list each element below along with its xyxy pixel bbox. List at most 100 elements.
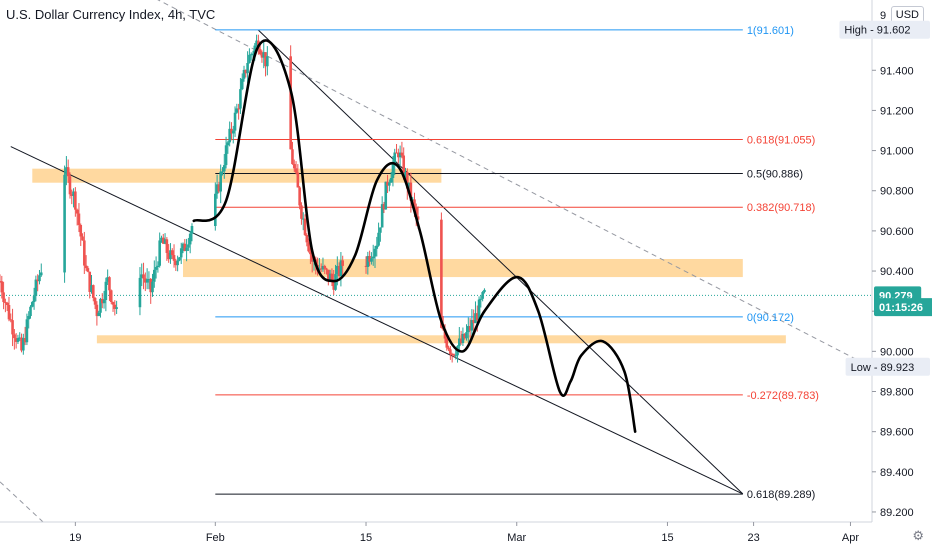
fib-level-label: 0.5(90.886): [747, 168, 803, 180]
candle-body: [461, 333, 465, 343]
last-price-tag: [874, 298, 932, 317]
candle-body: [88, 271, 92, 292]
candle-body: [248, 54, 251, 63]
candle-body: [153, 269, 156, 282]
candle-body: [77, 213, 81, 225]
candle-body: [190, 226, 194, 234]
candle-body: [303, 218, 307, 235]
candle-body: [79, 224, 83, 237]
candle-body: [380, 204, 384, 228]
candle-body: [328, 273, 332, 280]
candle-body: [310, 254, 314, 262]
x-tick-label: Mar: [507, 532, 526, 544]
candle-body: [226, 142, 230, 146]
candle-body: [301, 218, 305, 220]
candle-body: [382, 204, 386, 210]
candle-body: [377, 232, 380, 246]
candle-body: [255, 40, 258, 46]
candle-body: [251, 53, 255, 55]
candle-body: [253, 45, 257, 54]
candle-body: [366, 256, 370, 267]
y-tick-label: 90.800: [880, 186, 914, 198]
projection-layer: [192, 39, 637, 433]
candle-body: [318, 268, 321, 271]
candle-body: [100, 298, 104, 304]
candle-body: [86, 268, 90, 272]
candle-body: [443, 329, 447, 339]
dashed-trendline: [0, 481, 44, 523]
candle-body: [145, 279, 149, 283]
candle-body: [18, 337, 22, 339]
price-tag-label: 01:15:26: [879, 302, 923, 314]
candle-body: [83, 240, 86, 266]
candle-body: [13, 334, 16, 339]
x-tick-label: 15: [360, 532, 372, 544]
candle-body: [160, 237, 163, 241]
candle-body: [108, 277, 111, 291]
candle-body: [298, 187, 301, 206]
gear-icon[interactable]: ⚙: [912, 529, 924, 544]
candle-body: [237, 108, 240, 110]
candle-body: [341, 260, 344, 266]
candle-body: [458, 338, 461, 347]
candle-body: [375, 245, 379, 249]
candle-body: [221, 171, 224, 173]
candle-body: [27, 316, 31, 320]
candle-body: [22, 338, 25, 351]
x-tick-label: Feb: [206, 532, 225, 544]
candle-body: [9, 319, 13, 321]
y-tick-label: 89.800: [880, 387, 914, 399]
candle-body: [178, 257, 181, 261]
candle-body: [2, 292, 5, 303]
candle-body: [468, 326, 472, 331]
candle-body: [163, 239, 167, 244]
candle-body: [321, 265, 325, 270]
candle-body: [20, 337, 23, 351]
candle-body: [185, 247, 188, 251]
candle-body: [388, 182, 391, 186]
candle-body: [90, 285, 93, 292]
candle-body: [99, 298, 102, 313]
candle-body: [5, 302, 9, 306]
y-tick-label: 90.400: [880, 266, 914, 278]
price-tag-label: High - 91.602: [844, 25, 910, 37]
candle-body: [156, 265, 160, 268]
candle-body: [23, 338, 27, 343]
fib-level-label: 0(90.172): [747, 312, 794, 324]
candle-body: [154, 267, 158, 270]
fib-level-label: 0.618(91.055): [747, 135, 816, 147]
candle-body: [262, 52, 266, 58]
candle-body: [217, 184, 221, 192]
extreme-price-tag: [839, 20, 930, 39]
candle-body: [228, 128, 231, 143]
extreme-price-tag: [845, 357, 930, 376]
x-tick-label: 15: [661, 532, 673, 544]
candle-body: [235, 108, 239, 113]
candle-body: [409, 182, 413, 201]
candle-body: [452, 354, 456, 356]
candle-body: [34, 279, 38, 297]
candle-body: [325, 268, 328, 270]
candle-body: [14, 338, 18, 342]
candle-body: [39, 272, 43, 276]
candle-body: [398, 152, 402, 158]
candle-body: [32, 296, 36, 303]
candle-body: [449, 349, 452, 355]
candle-body: [174, 260, 178, 266]
candle-body: [93, 297, 97, 305]
candle-body: [472, 320, 475, 324]
candle-body: [149, 278, 153, 293]
candle-body: [371, 256, 375, 259]
candle-body: [115, 307, 118, 309]
candle-body: [179, 248, 183, 258]
candle-body: [109, 290, 113, 302]
candle-body: [292, 164, 296, 169]
candle-body: [246, 62, 249, 74]
candle-body: [294, 168, 298, 173]
candle-body: [397, 152, 400, 158]
candle-body: [465, 332, 468, 339]
fib-level-label: -0.272(89.783): [747, 390, 819, 402]
candle-body: [416, 216, 420, 220]
